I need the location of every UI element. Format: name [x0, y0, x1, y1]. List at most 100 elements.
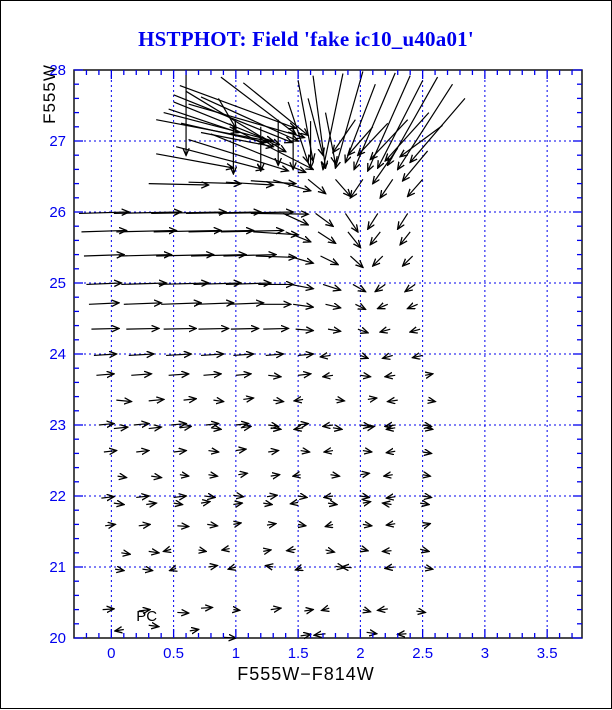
- vector-arrow: [285, 231, 311, 242]
- vector-arrow: [398, 83, 454, 169]
- vector-arrow: [102, 609, 114, 610]
- vector-arrow: [335, 399, 344, 400]
- vector-arrow: [370, 119, 409, 160]
- vector-arrow: [387, 497, 396, 498]
- vector-arrow: [350, 179, 364, 197]
- vector-arrow: [355, 304, 365, 309]
- vector-arrow: [148, 184, 209, 185]
- vector-arrow: [148, 399, 164, 400]
- vector-arrow: [423, 524, 430, 526]
- vector-arrow: [255, 256, 296, 257]
- vector-arrow: [217, 98, 235, 128]
- vector-arrow: [151, 212, 226, 213]
- y-tick-label: 21: [49, 559, 66, 576]
- vector-arrow: [358, 122, 389, 155]
- vector-arrow: [416, 611, 425, 612]
- x-tick-label: 1.5: [288, 645, 309, 662]
- vector-arrow: [323, 425, 334, 426]
- vector-arrow: [333, 119, 356, 153]
- vector-arrow: [220, 230, 283, 231]
- vector-arrow: [293, 475, 300, 476]
- vector-arrow: [205, 424, 218, 425]
- vector-arrow: [324, 451, 334, 452]
- vector-arrow: [327, 329, 340, 331]
- vector-arrow: [291, 502, 298, 503]
- vector-arrow: [91, 328, 118, 329]
- vector-arrow: [360, 496, 369, 497]
- vector-arrow: [314, 634, 326, 635]
- vector-arrow: [218, 212, 293, 213]
- vector-arrow: [383, 355, 393, 358]
- vector-arrow: [270, 608, 281, 609]
- vector-arrow: [175, 146, 263, 170]
- vector-arrow: [223, 255, 275, 256]
- vector-arrow: [114, 569, 124, 570]
- vector-arrow: [208, 566, 217, 567]
- vector-arrow: [81, 230, 126, 231]
- vector-arrow: [380, 179, 394, 197]
- vector-arrow: [156, 255, 213, 256]
- vector-arrow: [344, 213, 357, 231]
- vector-arrow: [385, 425, 396, 426]
- vector-arrow: [294, 399, 304, 400]
- vector-arrow: [383, 503, 392, 504]
- vector-arrow: [268, 375, 280, 376]
- y-tick-label: 28: [49, 62, 66, 79]
- y-tick-label: 26: [49, 204, 66, 221]
- vector-arrow: [121, 553, 130, 554]
- vector-arrow: [96, 374, 113, 375]
- vector-arrow: [324, 496, 334, 497]
- vector-arrow: [168, 374, 189, 375]
- vector-arrow: [422, 452, 432, 453]
- chip-label-pc: PC: [136, 608, 157, 625]
- vector-arrow: [113, 212, 181, 213]
- vector-arrow: [323, 73, 344, 170]
- vector-arrow: [166, 354, 191, 355]
- vector-arrow: [325, 550, 335, 552]
- vector-arrow: [200, 607, 212, 608]
- vector-arrow: [327, 503, 337, 504]
- vector-arrow: [189, 629, 199, 630]
- vector-arrow: [362, 524, 372, 525]
- vector-arrow: [153, 230, 221, 231]
- vector-arrow: [138, 524, 150, 525]
- vector-arrow: [228, 567, 235, 569]
- vector-arrow: [428, 400, 435, 401]
- vector-arrow: [83, 255, 124, 256]
- y-tick-label: 20: [49, 630, 66, 647]
- vector-arrow: [362, 451, 372, 452]
- vector-arrow: [387, 428, 396, 429]
- vector-arrow: [363, 502, 370, 503]
- vector-arrow: [266, 495, 277, 496]
- vector-arrow: [410, 329, 421, 332]
- vector-arrow: [115, 629, 124, 630]
- vector-arrow: [378, 304, 389, 308]
- x-tick-label: 0.5: [163, 645, 184, 662]
- vector-arrow: [148, 427, 161, 428]
- vector-arrow: [88, 303, 119, 304]
- vector-arrow: [263, 503, 272, 504]
- vector-arrow: [188, 182, 241, 183]
- y-tick-label: 27: [49, 133, 66, 150]
- vector-arrow: [400, 231, 411, 245]
- vector-arrow: [173, 503, 183, 504]
- vector-arrow: [200, 96, 298, 141]
- x-tick-label: 2: [356, 645, 364, 662]
- vector-arrow: [268, 451, 278, 452]
- vector-arrow: [385, 567, 395, 568]
- vector-arrow: [173, 451, 186, 452]
- vector-arrow: [326, 524, 333, 526]
- vector-arrow: [317, 231, 335, 243]
- vector-arrow: [204, 496, 215, 497]
- vector-arrow: [380, 329, 391, 332]
- vector-arrow: [322, 283, 340, 290]
- vector-arrow: [368, 213, 379, 229]
- vector-arrow: [195, 303, 233, 304]
- vector-arrow: [298, 424, 308, 425]
- vector-arrow: [420, 503, 429, 504]
- vector-arrow: [398, 213, 409, 229]
- vector-arrow: [93, 354, 116, 355]
- vector-arrow: [307, 98, 323, 155]
- vector-arrow: [388, 400, 398, 401]
- axis-ticks: [74, 69, 582, 639]
